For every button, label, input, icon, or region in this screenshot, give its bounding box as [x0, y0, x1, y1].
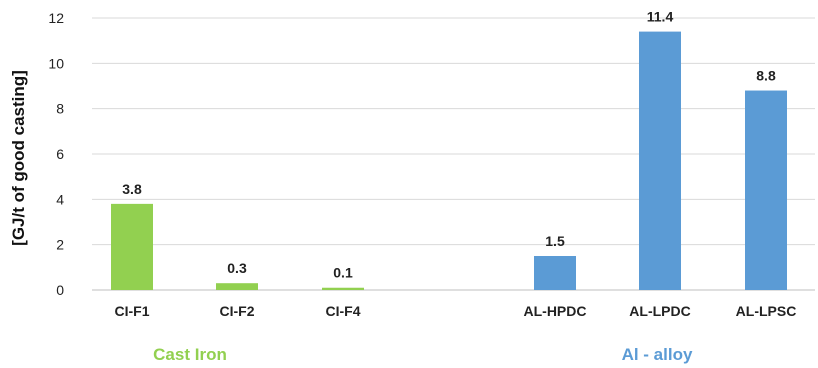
y-axis-label: [GJ/t of good casting]: [9, 70, 28, 246]
category-label: AL-LPDC: [629, 303, 690, 319]
bar-ci-f4: [322, 287, 364, 290]
y-tick-label: 4: [56, 191, 64, 207]
gridlines: [92, 17, 815, 291]
data-label: 3.8: [122, 181, 142, 197]
bar-al-lpdc: [639, 31, 681, 290]
category-label: AL-HPDC: [524, 303, 587, 319]
data-label: 11.4: [647, 9, 674, 25]
y-tick-label: 10: [48, 55, 64, 71]
category-labels: CI-F1 CI-F2 CI-F4 AL-HPDC AL-LPDC AL-LPSC: [115, 303, 797, 319]
data-label: 1.5: [545, 233, 565, 249]
group-label: Al - alloy: [622, 345, 693, 364]
category-label: AL-LPSC: [736, 303, 797, 319]
data-label: 0.1: [333, 265, 353, 281]
bar-ci-f2: [216, 283, 258, 290]
y-tick-label: 0: [56, 282, 64, 298]
category-label: CI-F1: [115, 303, 150, 319]
bar-al-lpsc: [745, 90, 787, 291]
category-label: CI-F4: [326, 303, 361, 319]
bar-al-hpdc: [534, 256, 576, 290]
bar-ci-f1: [111, 203, 153, 290]
y-tick-label: 2: [56, 237, 64, 253]
group-labels: Cast Iron Al - alloy: [153, 345, 693, 364]
y-tick-label: 12: [48, 10, 64, 26]
data-label: 8.8: [756, 68, 776, 84]
y-tick-label: 6: [56, 146, 64, 162]
data-label: 0.3: [227, 260, 247, 276]
y-tick-label: 8: [56, 101, 64, 117]
data-labels: 3.8 0.3 0.1 1.5 11.4 8.8: [122, 9, 776, 281]
category-label: CI-F2: [220, 303, 255, 319]
bars: [111, 31, 787, 291]
group-label: Cast Iron: [153, 345, 227, 364]
y-axis-ticks: 0 2 4 6 8 10 12: [48, 10, 64, 298]
